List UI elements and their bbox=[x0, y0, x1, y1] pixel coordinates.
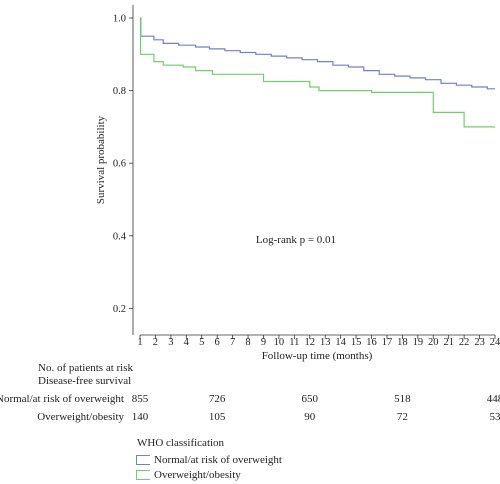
log-rank-annotation: Log-rank p = 0.01 bbox=[256, 234, 336, 246]
x-tick-label: 7 bbox=[230, 337, 235, 348]
risk-count: 105 bbox=[208, 411, 226, 423]
x-tick-label: 15 bbox=[351, 337, 362, 348]
x-tick-label: 9 bbox=[261, 337, 266, 348]
series-line-overweight bbox=[139, 17, 495, 128]
legend-label-normal: Normal/at risk of overweight bbox=[154, 454, 282, 466]
risk-count: 650 bbox=[301, 393, 319, 405]
x-tick-label: 16 bbox=[366, 337, 377, 348]
y-axis-label: Survival probability bbox=[95, 115, 107, 204]
y-tick-label: 0.4 bbox=[113, 231, 127, 242]
series-line-normal bbox=[140, 17, 495, 90]
x-tick-label: 19 bbox=[413, 337, 424, 348]
survival-curves bbox=[139, 17, 495, 128]
x-tick-label: 21 bbox=[443, 337, 454, 348]
x-tick-label: 12 bbox=[305, 337, 316, 348]
risk-count: 53 bbox=[489, 411, 500, 423]
risk-row-label-overweight: Overweight/obesity bbox=[37, 411, 124, 423]
risk-count: 72 bbox=[396, 411, 408, 423]
legend-item-overweight: Overweight/obesity bbox=[136, 469, 241, 481]
legend-item-normal: Normal/at risk of overweight bbox=[136, 454, 282, 466]
risk-table-subheading: Disease-free survival bbox=[38, 375, 132, 387]
x-tick-label: 3 bbox=[168, 337, 173, 348]
x-tick-label: 14 bbox=[335, 337, 346, 348]
x-tick-label: 22 bbox=[459, 337, 470, 348]
risk-count: 855 bbox=[131, 393, 149, 405]
risk-row-label-normal: Normal/at risk of overweight bbox=[0, 393, 124, 405]
risk-count: 140 bbox=[131, 411, 149, 423]
axes bbox=[132, 5, 495, 336]
x-tick-label: 18 bbox=[397, 337, 408, 348]
y-tick-label: 0.2 bbox=[113, 304, 126, 315]
x-tick-label: 6 bbox=[215, 337, 220, 348]
legend-line-icon bbox=[136, 455, 150, 466]
x-ticks: 1 2 3 4 5 6 7 8 9 10 11 12 13 14 15 16 17 18 19 20 21 22 23 24 bbox=[137, 335, 500, 348]
x-tick-label: 5 bbox=[199, 337, 204, 348]
x-tick-label: 24 bbox=[490, 337, 500, 348]
risk-table-heading: No. of patients at risk bbox=[38, 362, 134, 374]
x-tick-label: 2 bbox=[153, 337, 158, 348]
x-tick-label: 1 bbox=[137, 337, 142, 348]
risk-count: 726 bbox=[208, 393, 226, 405]
x-axis-label: Follow-up time (months) bbox=[262, 350, 373, 362]
legend-title: WHO classification bbox=[137, 437, 225, 449]
x-tick-label: 10 bbox=[274, 337, 285, 348]
y-tick-label: 0.6 bbox=[113, 159, 126, 170]
risk-count: 518 bbox=[394, 393, 411, 405]
x-tick-label: 8 bbox=[245, 337, 250, 348]
risk-count: 448 bbox=[486, 393, 500, 405]
legend-label-overweight: Overweight/obesity bbox=[154, 469, 241, 481]
x-tick-label: 23 bbox=[474, 337, 485, 348]
y-tick-label: 0.8 bbox=[113, 86, 126, 97]
x-tick-label: 4 bbox=[184, 337, 190, 348]
x-tick-label: 13 bbox=[320, 337, 331, 348]
risk-count: 90 bbox=[304, 411, 316, 423]
x-tick-label: 17 bbox=[382, 337, 393, 348]
x-tick-label: 20 bbox=[428, 337, 439, 348]
y-tick-label: 1.0 bbox=[113, 14, 126, 25]
y-ticks: 0.2 0.4 0.6 0.8 1.0 bbox=[113, 14, 133, 315]
x-tick-label: 11 bbox=[289, 337, 299, 348]
legend-line-icon bbox=[136, 470, 150, 481]
